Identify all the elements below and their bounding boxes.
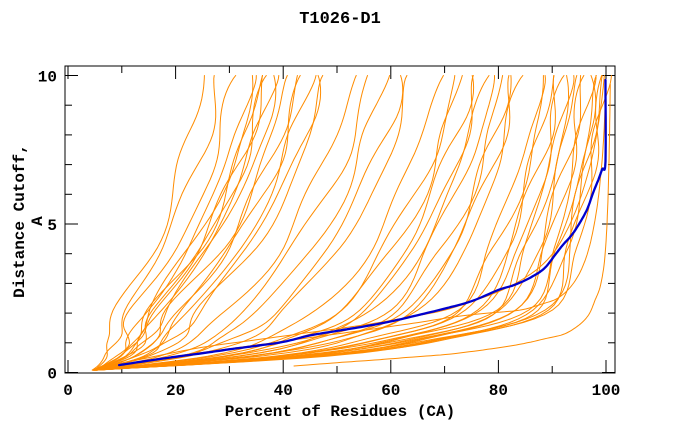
model-curve [93,75,524,371]
y-axis-label: Distance Cutoff, A [11,144,47,298]
tick-label: 60 [381,382,400,400]
model-curve [96,75,490,371]
model-curve [93,75,456,371]
model-curve [92,75,277,371]
x-axis-label: Percent of Residues (CA) [224,403,456,421]
model-curve [95,75,444,371]
tick-label: 0 [47,366,57,384]
model-curve [93,75,612,371]
model-curve [91,75,217,371]
model-curve [92,75,512,371]
plot-frame [64,65,616,374]
model-curve [93,75,301,371]
model-curve [92,75,582,371]
model-curve [93,75,495,371]
model-curve [94,75,298,371]
model-curve [92,75,474,371]
model-curve [95,75,511,371]
model-curve [93,75,565,371]
model-curve [92,75,322,371]
tick-label: 10 [38,69,57,87]
tick-label: 80 [489,382,508,400]
model-curve [94,75,556,371]
tick-label: 20 [166,382,185,400]
model-curve [92,75,263,371]
chart-title: T1026-D1 [299,10,381,29]
model-curve [94,75,317,371]
model-curve [95,75,324,371]
model-curve [96,75,368,371]
model-curve [95,75,263,371]
model-curve [96,75,463,371]
tick-label: 100 [592,382,621,400]
model-curve [96,75,585,371]
model-curve [94,75,257,371]
model-curve [94,75,546,371]
tick-label: 5 [47,217,57,235]
model-curve [97,75,237,371]
model-curve [94,75,475,371]
model-curve [94,75,280,371]
model-curve [92,75,603,371]
highlight-curve [117,78,607,367]
tick-label: 40 [274,382,293,400]
model-curve [94,80,607,370]
model-curve [93,75,570,371]
model-curve [94,75,205,371]
tick-label: 0 [63,382,73,400]
model-curve [94,75,504,371]
model-curve [96,75,288,371]
model-curve [293,83,611,367]
